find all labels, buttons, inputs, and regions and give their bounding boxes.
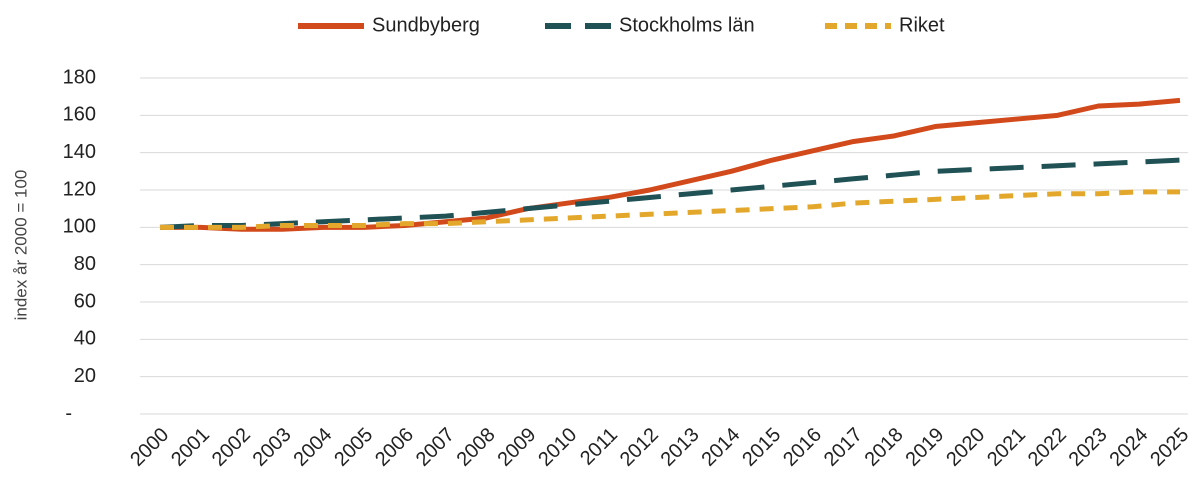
series-line bbox=[159, 157, 1181, 230]
x-tick-label: 2006 bbox=[371, 424, 418, 471]
y-tick-label: 40 bbox=[74, 328, 96, 350]
y-tick-label: 20 bbox=[74, 365, 96, 387]
x-tick-label: 2018 bbox=[861, 424, 908, 471]
x-tick-label: 2002 bbox=[208, 424, 255, 471]
y-tick-label: - bbox=[65, 402, 72, 424]
x-tick-label: 2011 bbox=[576, 424, 622, 470]
x-tick-label: 2001 bbox=[167, 424, 214, 471]
legend-label: Riket bbox=[899, 14, 945, 36]
x-tick-label: 2021 bbox=[983, 424, 1030, 471]
legend-label: Sundbyberg bbox=[372, 14, 480, 36]
x-tick-label: 2012 bbox=[616, 424, 663, 471]
x-tick-label: 2023 bbox=[1065, 424, 1112, 471]
x-tick-label: 2015 bbox=[738, 424, 785, 471]
x-tick-label: 2013 bbox=[657, 424, 704, 471]
x-tick-label: 2000 bbox=[126, 424, 173, 471]
series-line bbox=[160, 97, 1181, 232]
y-tick-label: 80 bbox=[74, 253, 96, 275]
y-tick-label: 120 bbox=[63, 178, 96, 200]
y-axis-label: index år 2000 = 100 bbox=[11, 170, 30, 321]
x-tick-label: 2025 bbox=[1146, 424, 1193, 471]
x-tick-label: 2019 bbox=[901, 424, 948, 471]
x-tick-label: 2007 bbox=[412, 424, 459, 471]
x-tick-label: 2024 bbox=[1105, 424, 1152, 471]
y-tick-label: 180 bbox=[63, 66, 96, 88]
y-tick-label: 160 bbox=[63, 104, 96, 126]
series-line bbox=[160, 189, 1180, 230]
y-tick-label: 140 bbox=[63, 141, 96, 163]
x-tick-label: 2005 bbox=[330, 424, 377, 471]
x-tick-label: 2020 bbox=[942, 424, 989, 471]
x-tick-label: 2022 bbox=[1024, 424, 1071, 471]
x-tick-label: 2017 bbox=[820, 424, 867, 471]
x-tick-label: 2016 bbox=[779, 424, 826, 471]
y-tick-label: 100 bbox=[63, 216, 96, 238]
y-tick-label: 60 bbox=[74, 290, 96, 312]
x-tick-label: 2010 bbox=[534, 424, 581, 471]
x-tick-label: 2014 bbox=[697, 424, 744, 471]
x-tick-label: 2004 bbox=[289, 424, 336, 471]
x-tick-label: 2009 bbox=[493, 424, 540, 471]
x-tick-label: 2003 bbox=[249, 424, 296, 471]
x-tick-label: 2008 bbox=[453, 424, 500, 471]
legend-label: Stockholms län bbox=[619, 14, 755, 36]
